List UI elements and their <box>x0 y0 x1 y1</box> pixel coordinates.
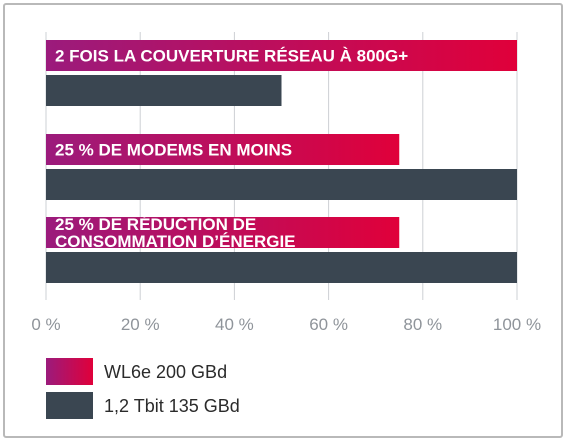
bar-series-2 <box>46 252 517 283</box>
x-tick-label: 80 % <box>403 315 442 334</box>
bar-series-1 <box>46 217 400 248</box>
bar-series-1 <box>46 40 517 71</box>
bar-series-1 <box>46 134 400 165</box>
category-label: 25 % DE RÉDUCTION DE <box>55 215 256 234</box>
legend: WL6e 200 GBd 1,2 Tbit 135 GBd <box>46 358 240 419</box>
legend-label: 1,2 Tbit 135 GBd <box>104 396 240 416</box>
category-label: 2 FOIS LA COUVERTURE RÉSEAU À 800G+ <box>55 47 408 66</box>
category-label: 25 % DE MODEMS EN MOINS <box>55 141 292 160</box>
bars <box>46 40 517 283</box>
x-tick-label: 20 % <box>121 315 160 334</box>
x-axis-ticks: 0 % 20 % 40 % 60 % 80 % 100 % <box>31 315 541 334</box>
legend-swatch <box>46 392 93 419</box>
bar-series-2 <box>46 75 282 106</box>
x-tick-label: 60 % <box>309 315 348 334</box>
x-tick-label: 40 % <box>215 315 254 334</box>
x-tick-label: 0 % <box>31 315 60 334</box>
x-tick-label: 100 % <box>493 315 541 334</box>
legend-label: WL6e 200 GBd <box>104 362 227 382</box>
bar-series-2 <box>46 169 517 200</box>
category-label: CONSOMMATION D’ÉNERGIE <box>55 232 296 251</box>
legend-swatch <box>46 358 93 385</box>
category-labels: 2 FOIS LA COUVERTURE RÉSEAU À 800G+ 25 % … <box>55 47 408 252</box>
